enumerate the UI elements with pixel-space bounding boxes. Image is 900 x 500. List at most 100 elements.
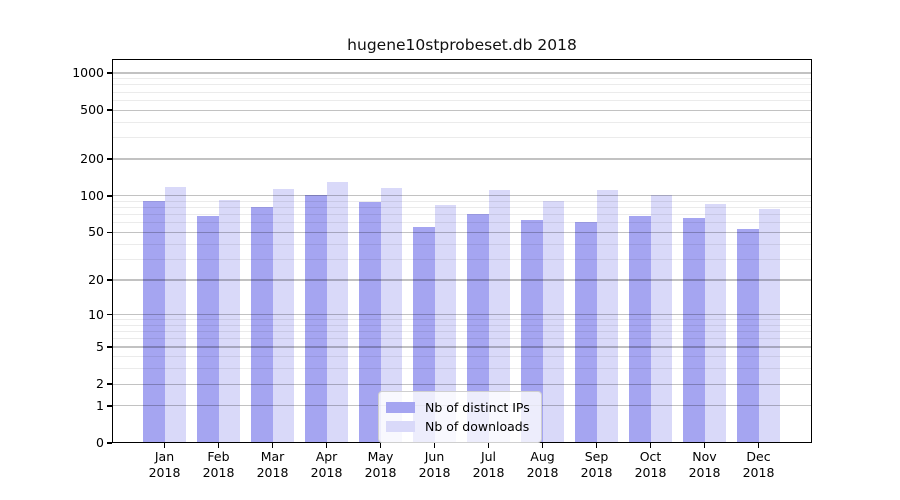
y-tick-label: 10: [88, 306, 104, 322]
grid-layer: [112, 59, 812, 443]
y-tick-label: 500: [80, 102, 104, 118]
x-tick-mark: [487, 443, 490, 448]
grid-line-minor: [112, 84, 812, 86]
y-tick-label: 0: [96, 435, 104, 450]
bar-downloads: [704, 204, 726, 443]
bar-distinct-ips: [467, 214, 489, 443]
grid-line-minor: [112, 214, 812, 216]
legend-label-distinct-ips: Nb of distinct IPs: [425, 400, 530, 415]
x-tick-label: Dec 2018: [732, 449, 786, 480]
grid-line-minor: [112, 99, 812, 101]
chart-title: hugene10stprobeset.db 2018: [347, 36, 577, 54]
x-tick-label: Sep 2018: [570, 449, 624, 480]
y-tick-mark: [107, 383, 112, 385]
grid-line-minor: [112, 338, 812, 340]
bar-downloads: [380, 188, 402, 443]
grid-line-minor: [112, 200, 812, 202]
y-tick-mark: [107, 109, 112, 111]
y-tick-label: 50: [88, 224, 104, 240]
x-tick-year: 2018: [634, 464, 667, 480]
x-tick-month: Nov: [692, 449, 717, 464]
bar-distinct-ips: [629, 215, 651, 443]
y-tick-label: 5: [96, 339, 104, 355]
grid-line-minor: [112, 136, 812, 138]
y-tick-mark: [107, 158, 112, 160]
x-tick-month: Jun: [424, 449, 445, 464]
grid-line-major: [112, 72, 812, 74]
x-tick-year: 2018: [418, 464, 451, 480]
x-tick-year: 2018: [526, 464, 559, 480]
x-tick-year: 2018: [688, 464, 721, 480]
x-tick-month: Jan: [154, 449, 175, 464]
x-tick-month: Feb: [207, 449, 230, 464]
x-tick-mark: [271, 443, 274, 448]
x-tick-label: Apr 2018: [300, 449, 354, 480]
bar-distinct-ips: [413, 227, 435, 443]
x-tick-month: Dec: [746, 449, 771, 464]
bar-distinct-ips: [197, 216, 219, 443]
grid-line-minor: [112, 222, 812, 224]
x-tick-mark: [541, 443, 544, 448]
bar-downloads: [164, 186, 186, 443]
x-tick-mark: [595, 443, 598, 448]
grid-line-major: [112, 279, 812, 281]
y-tick-label: 20: [88, 271, 104, 287]
x-tick-label: Jun 2018: [408, 449, 462, 480]
legend: Nb of distinct IPs Nb of downloads: [378, 391, 542, 443]
x-tick-month: Mar: [260, 449, 285, 464]
x-tick-year: 2018: [364, 464, 397, 480]
x-tick-label: Jul 2018: [462, 449, 516, 480]
y-tick-mark: [107, 442, 112, 444]
grid-line-minor: [112, 121, 812, 123]
y-tick-mark: [107, 279, 112, 281]
x-tick-mark: [217, 443, 220, 448]
bar-downloads: [218, 199, 240, 443]
x-tick-year: 2018: [742, 464, 775, 480]
y-tick-label: 100: [80, 187, 104, 203]
plot-area: [112, 59, 812, 443]
x-tick-year: 2018: [256, 464, 289, 480]
y-tick-mark: [107, 231, 112, 234]
grid-line-major: [112, 346, 812, 348]
grid-line-major: [112, 109, 812, 111]
x-tick-label: Mar 2018: [246, 449, 300, 480]
legend-label-downloads: Nb of downloads: [425, 419, 530, 434]
bars-layer: [112, 59, 812, 443]
bar-downloads: [758, 209, 780, 443]
x-tick-label: Nov 2018: [678, 449, 732, 480]
grid-line-minor: [112, 91, 812, 93]
y-tick-mark: [107, 405, 112, 407]
grid-line-minor: [112, 331, 812, 333]
y-tick-label: 1000: [72, 65, 104, 81]
x-tick-month: Aug: [530, 449, 555, 464]
grid-line-minor: [112, 258, 812, 260]
y-tick-label: 1: [96, 397, 104, 413]
grid-line-minor: [112, 243, 812, 245]
grid-line-minor: [112, 324, 812, 326]
legend-swatch-distinct-ips: [386, 402, 415, 413]
legend-item-downloads: Nb of downloads: [386, 417, 530, 436]
x-tick-label: Oct 2018: [624, 449, 678, 480]
bar-distinct-ips: [683, 217, 705, 443]
bar-downloads: [488, 189, 510, 443]
x-tick-mark: [757, 443, 760, 448]
bar-distinct-ips: [251, 207, 273, 443]
bar-distinct-ips: [575, 222, 597, 443]
bar-downloads: [272, 188, 294, 443]
x-tick-label: Feb 2018: [192, 449, 246, 480]
y-tick-label: 2: [96, 376, 104, 392]
legend-swatch-downloads: [386, 421, 415, 432]
y-tick-mark: [107, 195, 112, 197]
y-tick-label: 200: [80, 151, 104, 166]
bar-downloads: [542, 200, 564, 443]
grid-line-minor: [112, 368, 812, 370]
bar-distinct-ips: [737, 229, 759, 443]
x-tick-mark: [163, 443, 166, 448]
x-tick-month: Sep: [584, 449, 609, 464]
y-tick-mark: [107, 346, 112, 348]
x-tick-year: 2018: [580, 464, 613, 480]
grid-line-major: [112, 383, 812, 385]
grid-line-major: [112, 158, 812, 160]
x-tick-month: Jul: [480, 449, 497, 464]
